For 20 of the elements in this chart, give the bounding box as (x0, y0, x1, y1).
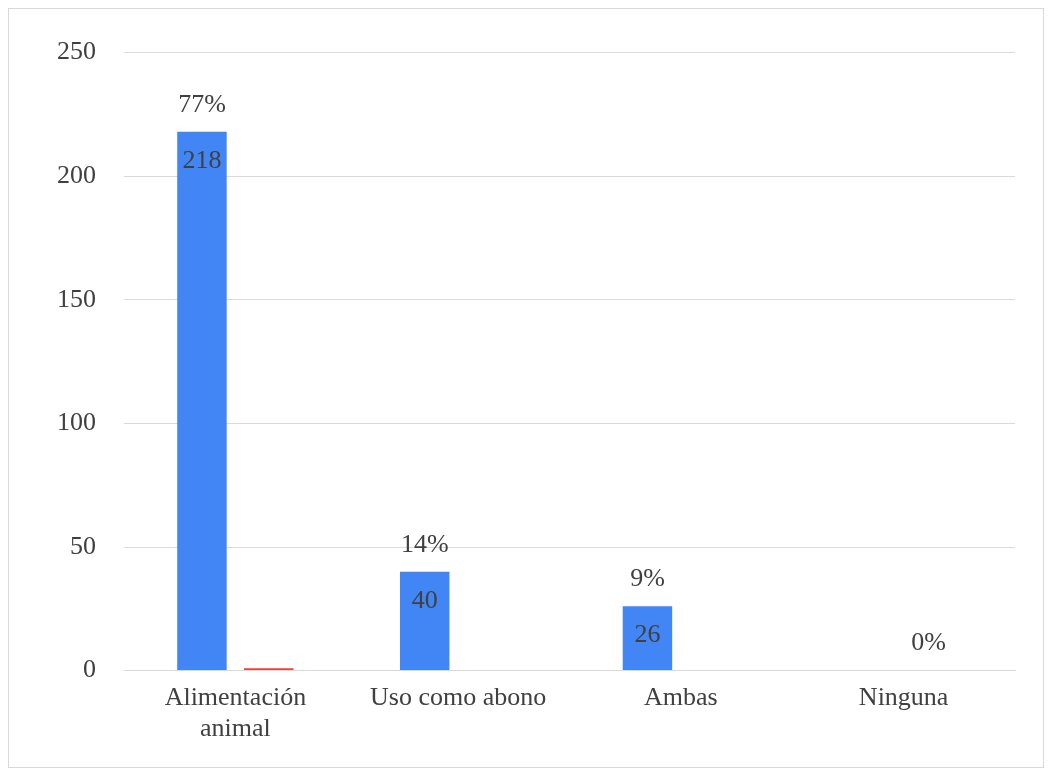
annotation: 0% (911, 627, 946, 657)
bar (399, 571, 450, 671)
x-tick-label: Alimentación animal (164, 682, 307, 743)
y-tick-label: 250 (57, 36, 96, 66)
data-label: 40 (411, 584, 438, 614)
y-tick-label: 200 (57, 160, 96, 190)
y-tick-label: 50 (70, 530, 96, 560)
x-tick-label: Ambas (644, 682, 718, 712)
y-tick-label: 100 (57, 407, 96, 437)
annotation: 77% (178, 88, 226, 118)
x-tick-label: Uso como abono (370, 682, 547, 712)
y-tick-label: 150 (57, 283, 96, 313)
annotation: 9% (630, 563, 665, 593)
annotation: 14% (400, 528, 449, 558)
data-label: 26 (634, 619, 661, 649)
x-tick-label: Ninguna (858, 682, 949, 712)
bar (177, 131, 227, 671)
data-label: 218 (182, 144, 222, 174)
bar (622, 606, 673, 671)
y-tick-label: 0 (83, 654, 96, 684)
